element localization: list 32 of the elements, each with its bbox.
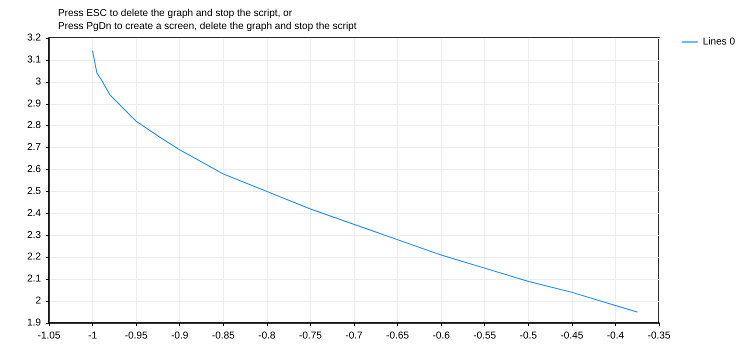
line-series <box>92 50 638 313</box>
y-tick-label: 1.9 <box>27 318 42 328</box>
x-tick-label: -0.45 <box>560 330 584 342</box>
x-tick-label: -0.5 <box>520 330 538 342</box>
y-tick-label: 2.1 <box>27 274 42 285</box>
x-tick-label: -0.35 <box>648 330 671 342</box>
y-tick-label: 3.1 <box>27 54 42 66</box>
x-tick-label: -0.7 <box>345 330 364 342</box>
x-tick-label: -0.85 <box>212 330 236 342</box>
x-tick-label: -0.8 <box>258 330 276 342</box>
y-tick-label: 2.6 <box>27 164 42 176</box>
y-tick-label: 3.2 <box>27 32 42 44</box>
x-tick-label: -1.05 <box>38 330 61 342</box>
x-tick-label: -0.95 <box>124 330 148 342</box>
y-tick-label: 2.9 <box>27 98 42 110</box>
x-tick-label: -1 <box>88 330 98 342</box>
x-tick-label: -0.75 <box>299 330 322 342</box>
y-tick-label: 2.4 <box>27 208 42 219</box>
x-tick-label: -0.9 <box>171 330 189 342</box>
y-tick-label: 2.7 <box>27 142 42 154</box>
legend-label: Lines 0 <box>702 36 736 48</box>
x-tick-label: -0.4 <box>606 330 624 342</box>
y-tick-label: 2 <box>35 296 42 307</box>
x-tick-label: -0.65 <box>386 330 410 342</box>
y-tick-label: 2.5 <box>27 186 42 197</box>
y-tick-label: 2.8 <box>27 120 42 132</box>
y-tick-label: 3 <box>35 76 42 88</box>
chart-title: Press ESC to delete the graph and stop the script, or Press PgDn to create a screen, delete the graph and stop the script <box>58 8 357 32</box>
y-tick-label: 2.2 <box>27 252 42 263</box>
y-tick-label: 2.3 <box>27 230 42 241</box>
x-tick-label: -0.6 <box>432 330 450 342</box>
x-tick-label: -0.55 <box>473 330 497 342</box>
